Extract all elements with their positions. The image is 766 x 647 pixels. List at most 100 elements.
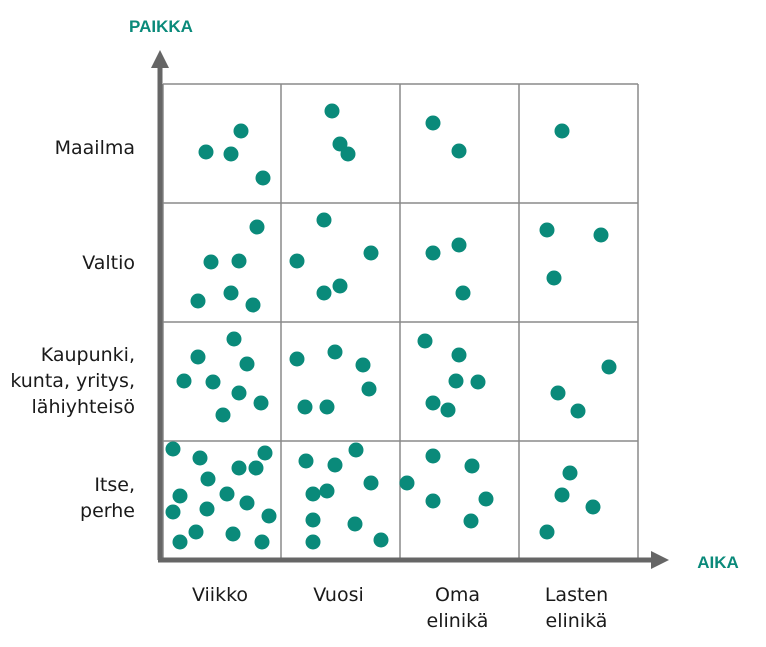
dot bbox=[289, 253, 305, 269]
dot bbox=[200, 471, 216, 487]
dot bbox=[316, 285, 332, 301]
dot bbox=[440, 402, 456, 418]
dot bbox=[172, 488, 188, 504]
dot bbox=[239, 495, 255, 511]
dot bbox=[425, 245, 441, 261]
column-label-line: elinikä bbox=[546, 610, 608, 632]
row-label: Itse, perhe bbox=[80, 474, 135, 522]
dot-layer bbox=[165, 103, 617, 550]
dot bbox=[239, 356, 255, 372]
dot bbox=[261, 508, 277, 524]
dot bbox=[205, 374, 221, 390]
row-label: Valtio bbox=[82, 252, 135, 274]
dot bbox=[562, 465, 578, 481]
row-labels: Maailma Valtio Kaupunki, kunta, yritys, lähi… bbox=[10, 137, 135, 522]
dot bbox=[226, 331, 242, 347]
dot bbox=[464, 458, 480, 474]
cell-r3-c3 bbox=[417, 333, 486, 418]
dot bbox=[298, 453, 314, 469]
dot bbox=[254, 534, 270, 550]
dot bbox=[190, 293, 206, 309]
dot bbox=[570, 403, 586, 419]
column-labels: Viikko Vuosi Oma elinikä Lasten elinikä bbox=[192, 584, 608, 632]
dot bbox=[199, 501, 215, 517]
dot bbox=[451, 237, 467, 253]
dot bbox=[601, 359, 617, 375]
dot bbox=[319, 399, 335, 415]
dot bbox=[231, 253, 247, 269]
dot bbox=[192, 450, 208, 466]
dot bbox=[319, 483, 335, 499]
column-label-line: Oma bbox=[435, 584, 480, 606]
dot bbox=[305, 486, 321, 502]
y-axis-arrowhead bbox=[151, 50, 169, 68]
cell-r2-c4 bbox=[539, 222, 609, 286]
cell-r3-c1 bbox=[176, 331, 269, 423]
row-label-line: lähiyhteisö bbox=[32, 396, 135, 418]
cell-r4-c3 bbox=[399, 448, 494, 529]
dot bbox=[451, 143, 467, 159]
row-label-line: Maailma bbox=[55, 137, 135, 159]
cell-r3-c2 bbox=[289, 344, 377, 415]
dot bbox=[546, 270, 562, 286]
column-label-line: Vuosi bbox=[313, 584, 364, 606]
dot bbox=[340, 146, 356, 162]
cell-r3-c4 bbox=[550, 359, 617, 419]
dot bbox=[348, 442, 364, 458]
row-label-line: kunta, yritys, bbox=[10, 370, 135, 392]
dot bbox=[297, 399, 313, 415]
dot bbox=[425, 493, 441, 509]
dot bbox=[245, 297, 261, 313]
dot bbox=[203, 254, 219, 270]
dot bbox=[399, 475, 415, 491]
cell-r1-c4 bbox=[554, 123, 570, 139]
cell-r1-c3 bbox=[425, 115, 467, 159]
row-label: Kaupunki, kunta, yritys, lähiyhteisö bbox=[10, 344, 135, 418]
row-label-line: Kaupunki, bbox=[41, 344, 135, 366]
dot bbox=[539, 222, 555, 238]
cell-r4-c1 bbox=[165, 441, 277, 550]
dot bbox=[451, 347, 467, 363]
dot bbox=[332, 136, 348, 152]
dot bbox=[289, 351, 305, 367]
dot bbox=[248, 460, 264, 476]
dot bbox=[361, 381, 377, 397]
dot bbox=[327, 457, 343, 473]
cell-r4-c2 bbox=[298, 442, 389, 550]
dot bbox=[554, 487, 570, 503]
dot bbox=[425, 395, 441, 411]
dot bbox=[332, 278, 348, 294]
dot bbox=[327, 344, 343, 360]
dot bbox=[593, 227, 609, 243]
column-label: Viikko bbox=[192, 584, 248, 606]
dot bbox=[165, 504, 181, 520]
dot bbox=[417, 333, 433, 349]
dot bbox=[448, 373, 464, 389]
dot bbox=[305, 512, 321, 528]
x-axis-title: AIKA bbox=[697, 553, 739, 572]
dot bbox=[305, 534, 321, 550]
dot bbox=[223, 146, 239, 162]
axes bbox=[151, 50, 669, 569]
dot bbox=[255, 170, 271, 186]
dot bbox=[231, 460, 247, 476]
dot bbox=[249, 219, 265, 235]
dot bbox=[223, 285, 239, 301]
dot bbox=[219, 486, 235, 502]
column-label-line: elinikä bbox=[427, 610, 489, 632]
dot bbox=[355, 357, 371, 373]
dot bbox=[257, 445, 273, 461]
dot bbox=[176, 373, 192, 389]
row-label-line: Valtio bbox=[82, 252, 135, 274]
dot bbox=[172, 534, 188, 550]
column-label: Vuosi bbox=[313, 584, 364, 606]
row-label-line: perhe bbox=[80, 500, 135, 522]
dot bbox=[478, 491, 494, 507]
dot bbox=[373, 532, 389, 548]
dot bbox=[554, 123, 570, 139]
cell-r4-c4 bbox=[539, 465, 601, 540]
dot bbox=[188, 524, 204, 540]
dot bbox=[363, 245, 379, 261]
cell-r2-c1 bbox=[190, 219, 265, 313]
